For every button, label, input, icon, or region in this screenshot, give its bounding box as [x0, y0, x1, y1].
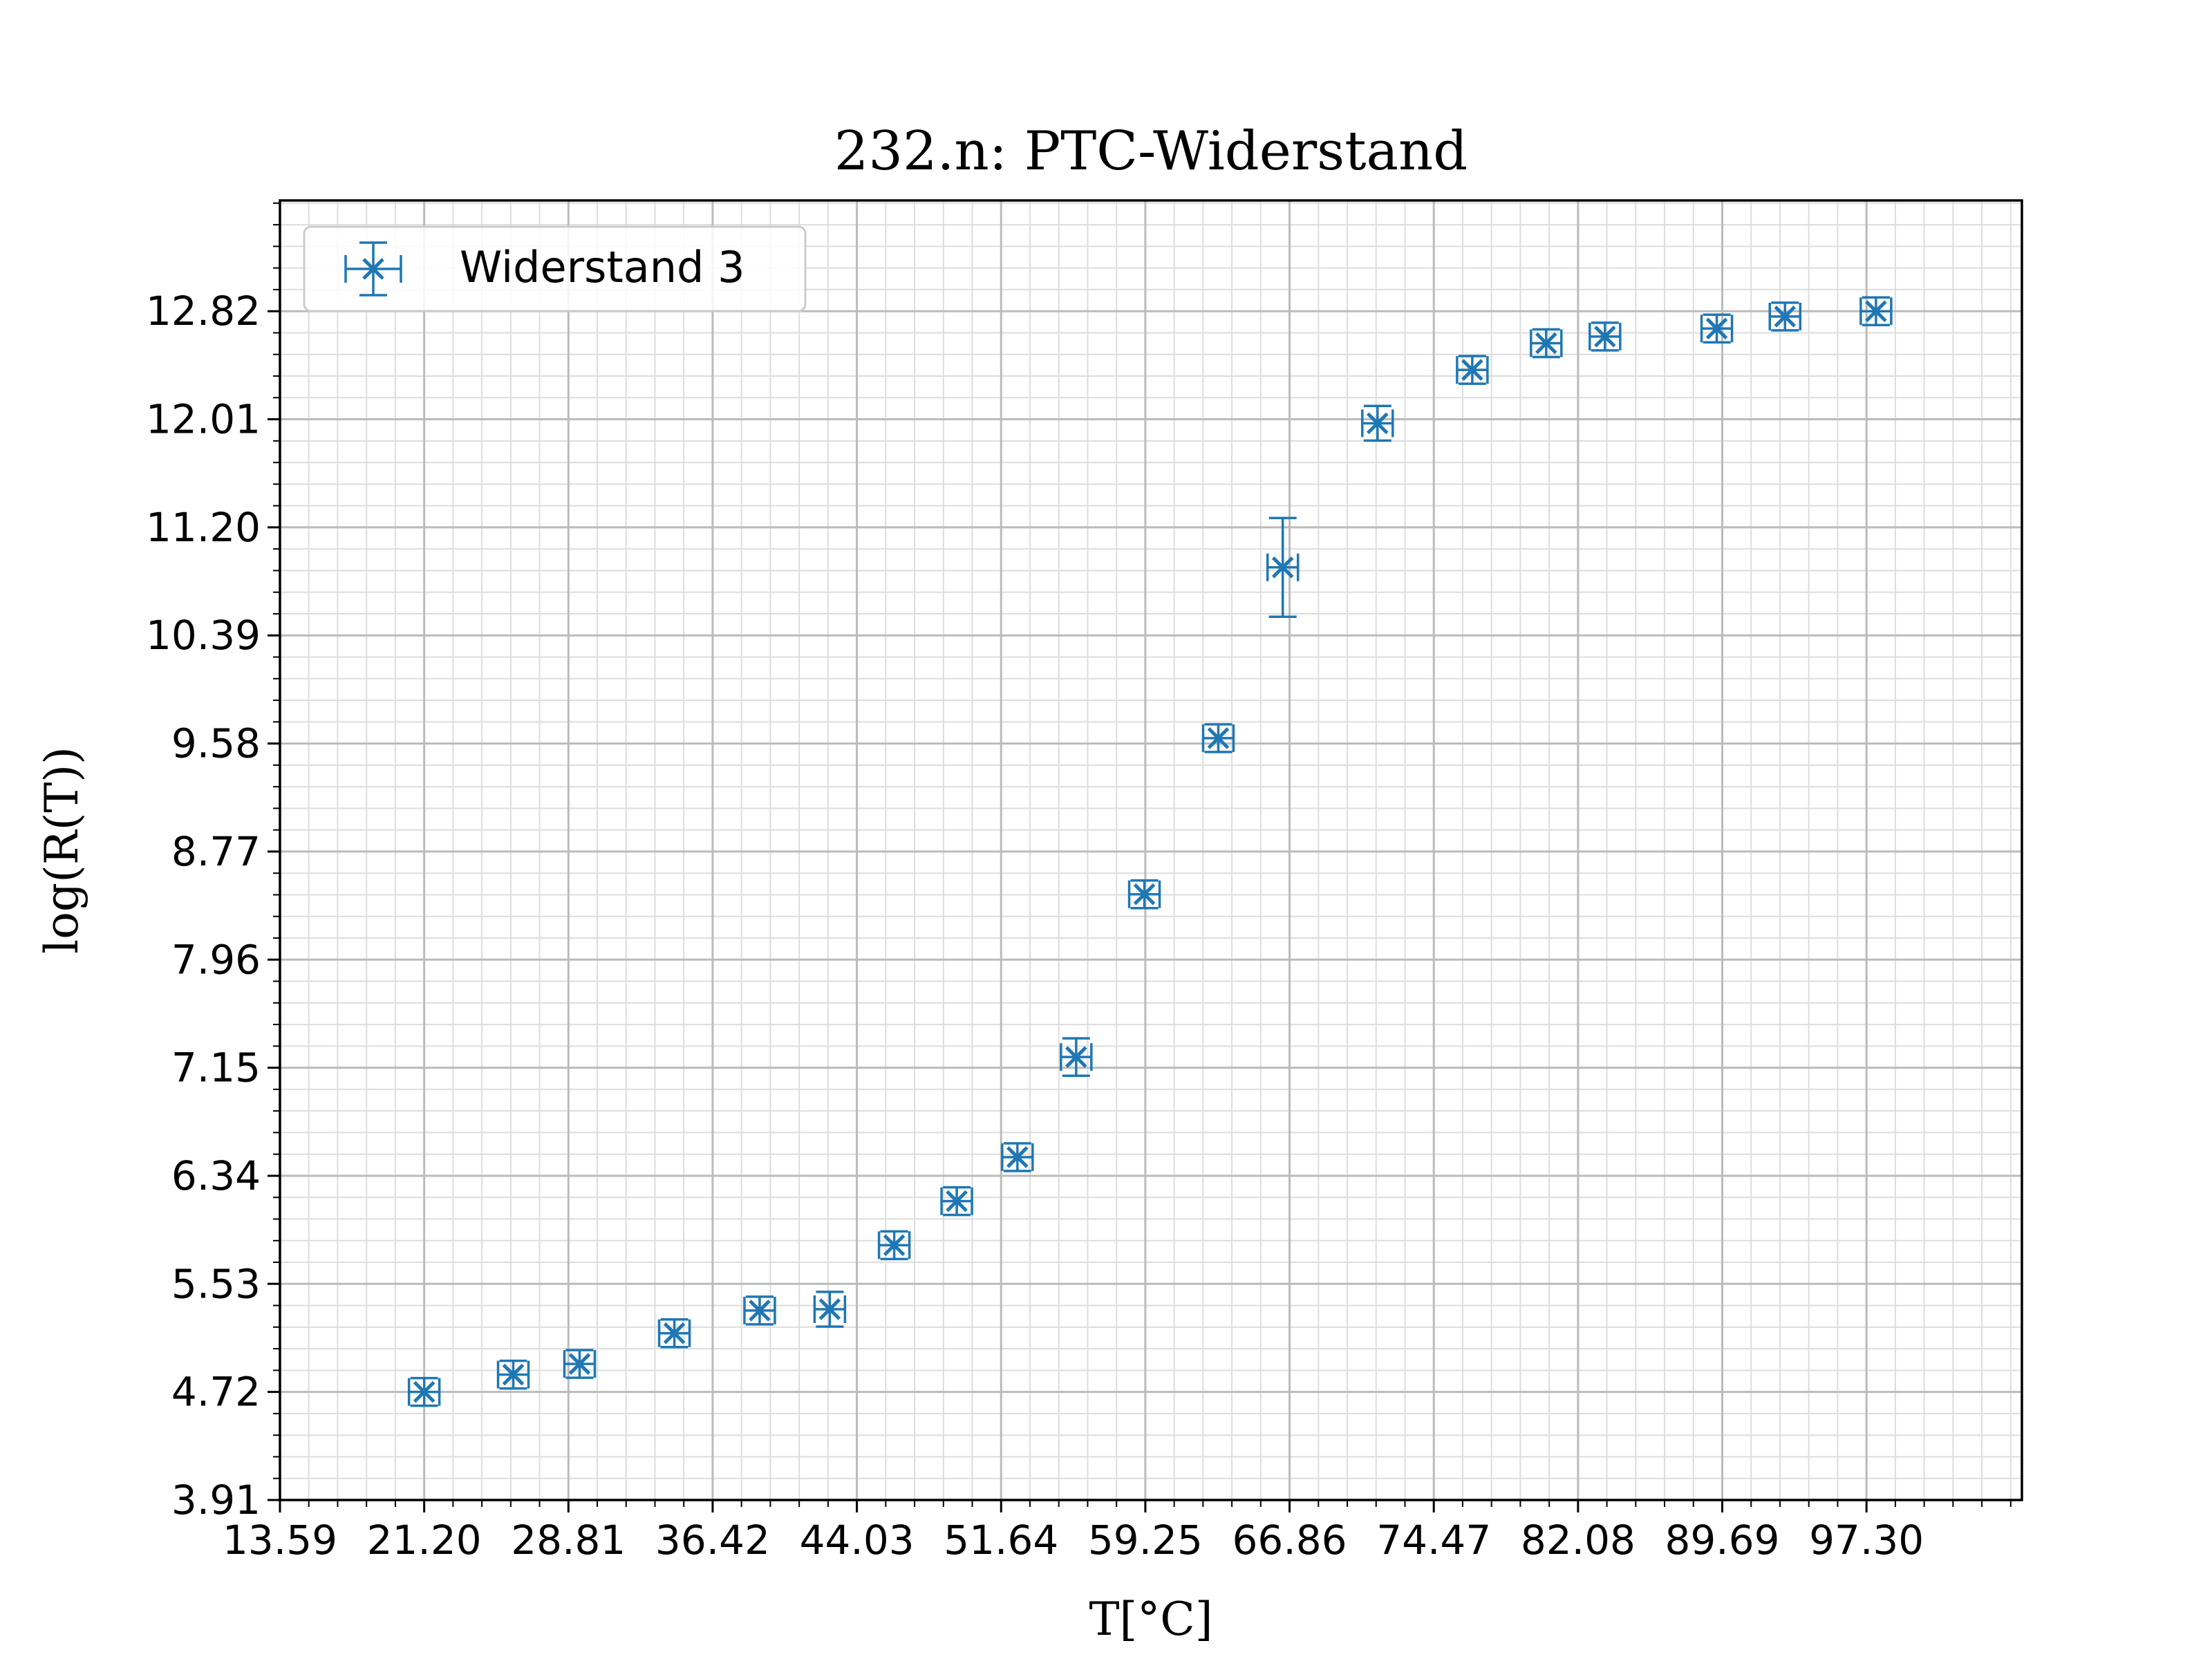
- x-marker-stroke: [1133, 883, 1156, 906]
- x-tick-label: 82.08: [1521, 1517, 1635, 1564]
- x-tick-label: 51.64: [944, 1517, 1058, 1564]
- x-marker-stroke: [568, 1353, 591, 1375]
- y-tick-label: 4.72: [171, 1369, 261, 1416]
- data-point: [1001, 1142, 1034, 1172]
- x-tick-label: 21.20: [367, 1517, 482, 1564]
- plot-frame: [279, 199, 2023, 1501]
- x-tick-label: 13.59: [223, 1517, 337, 1564]
- x-axis-label: T[°C]: [1089, 1593, 1212, 1646]
- data-point: [1456, 355, 1489, 385]
- x-marker-stroke: [1705, 317, 1728, 340]
- x-marker-stroke: [1594, 326, 1616, 348]
- data-point: [940, 1185, 973, 1217]
- x-tick-label: 66.86: [1232, 1517, 1347, 1564]
- data-point: [1060, 1037, 1093, 1077]
- x-marker-stroke: [1535, 332, 1557, 355]
- x-marker-stroke: [1065, 1046, 1087, 1068]
- x-marker-stroke: [1461, 359, 1483, 381]
- y-tick-label: 7.15: [171, 1044, 261, 1091]
- y-tick-label: 8.77: [171, 828, 261, 875]
- x-marker-stroke: [1774, 306, 1797, 328]
- x-marker-stroke: [1367, 412, 1389, 435]
- data-point: [813, 1291, 847, 1328]
- y-tick-label: 5.53: [171, 1260, 261, 1307]
- x-axis-ticks: 13.59 21.20 28.81 36.42 44.03 51.64 59.25 66.86…: [223, 1500, 2012, 1564]
- data-point: [657, 1318, 691, 1349]
- y-tick-label: 3.91: [171, 1477, 261, 1524]
- data-point: [1201, 723, 1235, 753]
- data-point: [877, 1230, 911, 1261]
- legend-marker-symbol: [344, 241, 402, 297]
- x-marker-stroke: [818, 1298, 841, 1320]
- data-points: [407, 296, 1893, 1407]
- data-point: [496, 1359, 530, 1390]
- legend-entry-label: Widerstand 3: [460, 242, 745, 292]
- x-tick-label: 28.81: [511, 1517, 626, 1564]
- y-axis-ticks: 3.91 4.72 5.53 6.34 7.15 7.96 8.77 9.58 10.39 11.…: [146, 202, 280, 1524]
- data-point: [743, 1295, 776, 1326]
- data-point: [1530, 328, 1563, 359]
- legend: Widerstand 3: [303, 225, 807, 312]
- x-tick-label: 89.69: [1665, 1517, 1779, 1564]
- x-marker-stroke: [883, 1234, 906, 1257]
- data-point: [1266, 516, 1300, 618]
- data-point: [1127, 879, 1161, 910]
- y-tick-label: 12.01: [146, 396, 261, 443]
- y-tick-label: 12.82: [146, 288, 261, 335]
- chart-title: 232.n: PTC-Widerstand: [834, 120, 1468, 182]
- x-marker-stroke: [946, 1190, 968, 1212]
- x-marker-stroke: [413, 1380, 435, 1403]
- data-point: [1361, 404, 1394, 442]
- x-marker-stroke: [502, 1363, 525, 1386]
- data-point: [1859, 296, 1893, 326]
- x-tick-label: 74.47: [1376, 1517, 1491, 1564]
- x-tick-label: 36.42: [655, 1517, 770, 1564]
- data-point: [407, 1376, 441, 1407]
- y-tick-label: 11.20: [146, 504, 261, 551]
- data-point: [1700, 313, 1734, 344]
- x-marker-stroke: [1207, 727, 1230, 749]
- x-marker-stroke: [1271, 556, 1294, 579]
- y-tick-label: 9.58: [171, 720, 261, 767]
- data-point: [1588, 321, 1622, 352]
- x-tick-label: 97.30: [1809, 1517, 1924, 1564]
- x-marker-stroke: [663, 1322, 686, 1344]
- x-marker-stroke: [749, 1300, 771, 1322]
- x-tick-label: 44.03: [800, 1517, 915, 1564]
- y-tick-label: 10.39: [146, 612, 261, 659]
- y-tick-label: 7.96: [171, 936, 261, 983]
- y-tick-label: 6.34: [171, 1152, 261, 1199]
- x-marker-stroke: [362, 258, 384, 280]
- x-marker-stroke: [1865, 300, 1887, 322]
- x-marker-stroke: [1006, 1146, 1029, 1168]
- x-tick-label: 59.25: [1088, 1517, 1203, 1564]
- y-axis-label: log(R(T)): [35, 747, 88, 954]
- legend-box: [303, 225, 807, 312]
- data-point: [563, 1349, 597, 1379]
- legend-marker: [344, 241, 402, 297]
- data-point: [1768, 301, 1802, 332]
